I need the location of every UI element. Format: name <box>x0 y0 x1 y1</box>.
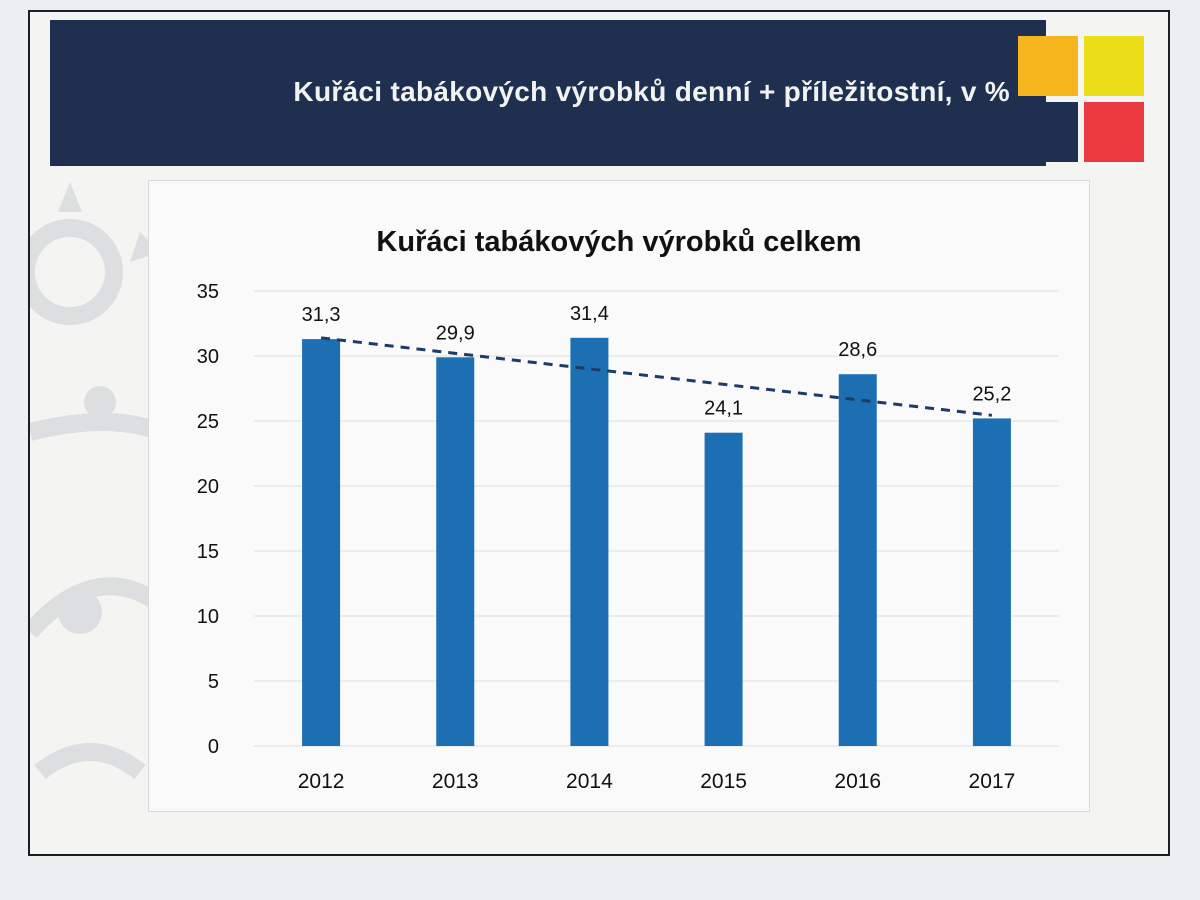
bar-2016 <box>838 374 877 746</box>
data-label: 31,4 <box>570 303 609 325</box>
y-tick-label: 15 <box>197 541 219 563</box>
data-label: 25,2 <box>972 383 1011 405</box>
y-axis-ticks: 0 5 10 15 20 25 30 35 <box>197 281 219 758</box>
bar-2012 <box>302 339 341 746</box>
data-label: 29,9 <box>436 322 475 344</box>
bar-2015 <box>704 432 743 746</box>
x-tick-label: 2014 <box>566 770 613 793</box>
bar-2014 <box>570 337 609 746</box>
x-tick-label: 2016 <box>834 770 881 793</box>
y-tick-label: 5 <box>208 671 219 693</box>
chart-title: Kuřáci tabákových výrobků celkem <box>376 226 861 258</box>
y-tick-label: 30 <box>197 346 219 368</box>
x-tick-label: 2015 <box>700 770 747 793</box>
x-tick-label: 2013 <box>432 770 479 793</box>
orange-square <box>1018 36 1078 96</box>
grid-layer <box>254 290 1059 747</box>
slide-title: Kuřáci tabákových výrobků denní + přílež… <box>293 76 1010 107</box>
x-axis-ticks: 2012 2013 2014 2015 2016 2017 <box>298 770 1016 793</box>
y-tick-label: 10 <box>197 606 219 628</box>
slide: Kuřáci tabákových výrobků denní + přílež… <box>28 10 1170 856</box>
data-label: 28,6 <box>838 339 877 361</box>
chart-container: Kuřáci tabákových výrobků celkem 0 5 10 15 2… <box>148 180 1090 812</box>
x-tick-label: 2017 <box>969 770 1016 793</box>
watermark-graphic <box>30 182 176 780</box>
red-square <box>1084 102 1144 162</box>
y-tick-label: 20 <box>197 476 219 498</box>
bar-chart: Kuřáci tabákových výrobků celkem 0 5 10 15 2… <box>197 226 1059 793</box>
trendline-layer <box>320 336 993 417</box>
yellow-square <box>1084 36 1144 96</box>
y-tick-label: 25 <box>197 411 219 433</box>
y-tick-label: 35 <box>197 281 219 303</box>
x-tick-label: 2012 <box>298 770 345 793</box>
bar-2013 <box>436 357 475 746</box>
logo-color-grid <box>1018 36 1144 162</box>
data-label: 24,1 <box>704 398 743 420</box>
data-label: 31,3 <box>302 304 341 326</box>
trendline <box>320 336 993 417</box>
bars-layer <box>302 337 1011 746</box>
bar-2017 <box>972 418 1011 746</box>
navy-square <box>1018 102 1078 162</box>
data-labels-layer: 31,3 29,9 31,4 24,1 28,6 25,2 <box>302 303 1012 420</box>
y-tick-label: 0 <box>208 736 219 758</box>
header-bar: Kuřáci tabákových výrobků denní + přílež… <box>50 20 1046 166</box>
